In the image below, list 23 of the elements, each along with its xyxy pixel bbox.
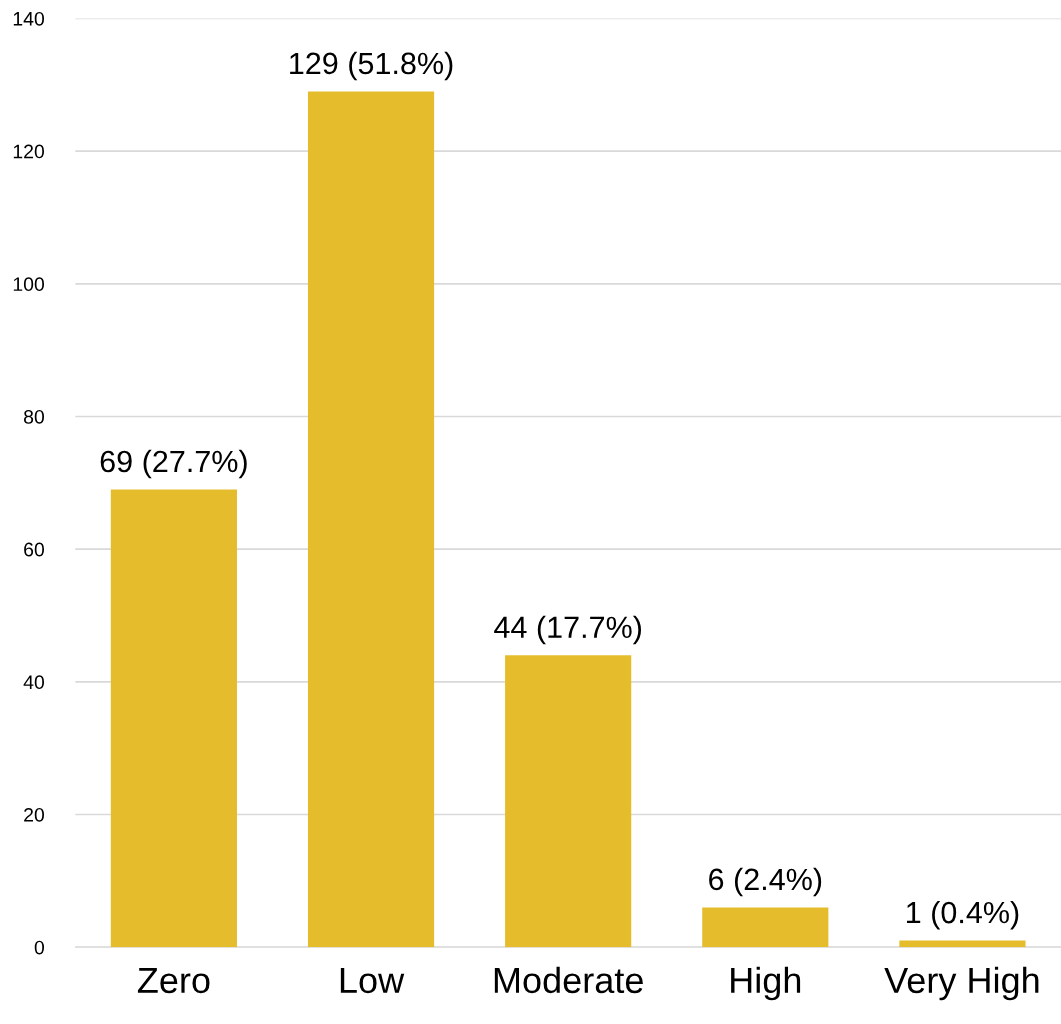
- data-label: 6 (2.4%): [709, 867, 822, 897]
- data-label: 69 (27.7%): [100, 449, 247, 479]
- y-tick-label: 80: [23, 409, 45, 424]
- y-tick-label: 60: [24, 542, 45, 557]
- bar: [899, 940, 1026, 948]
- data-label: 129 (51.8%): [290, 51, 453, 81]
- bar: [110, 489, 237, 948]
- bar: [505, 655, 632, 948]
- x-tick-label: High: [731, 966, 801, 1001]
- y-tick-label: 20: [24, 807, 45, 822]
- x-tick-label: Zero: [137, 967, 210, 994]
- y-tick-label: 40: [23, 675, 45, 690]
- y-tick-label: 140: [13, 11, 45, 26]
- y-tick-label: 120: [13, 144, 45, 159]
- data-label: 44 (17.7%): [494, 615, 642, 645]
- x-tick-label: Low: [340, 967, 405, 994]
- bar: [307, 91, 435, 948]
- data-label: 1 (0.4%): [907, 900, 1019, 930]
- x-tick-label: Very High: [884, 966, 1039, 1001]
- bar: [702, 907, 829, 948]
- y-tick-label: 0: [34, 940, 45, 955]
- x-tick-label: Moderate: [494, 966, 643, 994]
- y-tick-label: 100: [13, 277, 45, 292]
